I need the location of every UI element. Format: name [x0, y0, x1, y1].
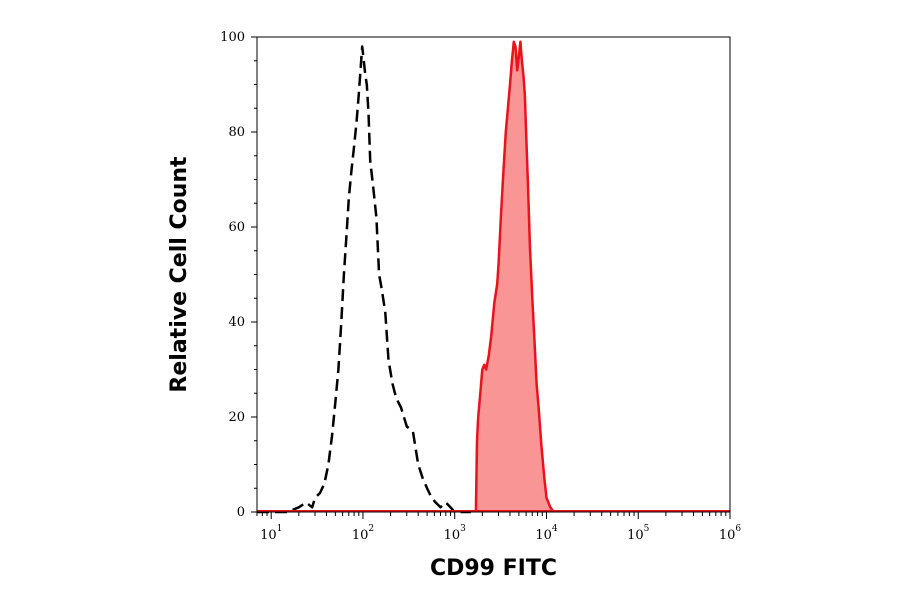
- x-tick-label: 105: [627, 524, 650, 543]
- series-line-1: [474, 40, 555, 513]
- x-tick-label: 103: [444, 524, 467, 543]
- series-line-0: [257, 45, 471, 514]
- y-tick-label: 40: [228, 315, 245, 330]
- x-tick-label: 104: [535, 524, 558, 543]
- y-tick-label: 80: [228, 125, 245, 140]
- series-fill-1: [475, 41, 554, 513]
- y-tick-label: 60: [228, 220, 245, 235]
- x-tick-label: 102: [352, 524, 374, 543]
- y-axis-title: Relative Cell Count: [167, 156, 192, 393]
- x-tick-label: 101: [260, 524, 282, 543]
- x-axis-title: CD99 FITC: [430, 556, 557, 581]
- y-tick-label: 0: [237, 505, 245, 520]
- y-tick-label: 20: [228, 410, 245, 425]
- x-tick-label: 106: [719, 524, 742, 543]
- y-tick-label: 100: [220, 30, 245, 45]
